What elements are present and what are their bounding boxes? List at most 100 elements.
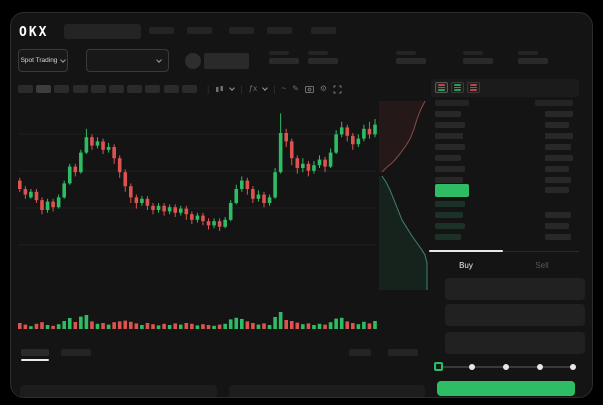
ask-amount <box>545 177 571 183</box>
tab-buy[interactable]: Buy <box>459 261 473 270</box>
volume-bar <box>140 325 144 329</box>
pair-selector-dropdown[interactable] <box>86 49 169 72</box>
volume-bar <box>362 321 366 329</box>
candle-up <box>228 203 233 220</box>
volume-bar <box>240 319 244 329</box>
chart-tools-row: | | ƒx | ~ ✎ ⚙ <box>207 83 342 95</box>
bottom-action-button-2[interactable] <box>388 349 418 356</box>
divider: | <box>207 84 210 94</box>
slider-stop-1[interactable] <box>469 364 475 370</box>
chart-type-icon[interactable] <box>215 85 224 94</box>
timeframe-button-3[interactable] <box>54 85 70 93</box>
ask-amount <box>545 144 571 150</box>
coin-avatar <box>185 53 201 69</box>
ask-price[interactable] <box>435 177 463 183</box>
amount-slider-handle[interactable] <box>434 362 443 371</box>
bid-price[interactable] <box>435 201 465 207</box>
bid-price[interactable] <box>435 212 463 218</box>
orderbook-combined-icon[interactable] <box>435 82 448 93</box>
candle-down <box>190 214 194 220</box>
search-input[interactable] <box>64 24 141 39</box>
candle-up <box>140 198 144 203</box>
bottom-action-button-1[interactable] <box>349 349 371 356</box>
candlestick-chart[interactable] <box>18 101 430 292</box>
timeframe-button-5[interactable] <box>90 85 106 93</box>
volume-bar <box>212 325 216 329</box>
last-price-badge[interactable] <box>435 184 469 197</box>
bid-price[interactable] <box>435 223 465 229</box>
candle-up <box>273 172 277 198</box>
wave-icon[interactable]: ~ <box>281 84 287 93</box>
chevron-down-icon <box>60 56 67 63</box>
orderbook-asks-icon[interactable] <box>467 82 480 93</box>
timeframe-button-9[interactable] <box>163 85 179 93</box>
candle-down <box>323 159 327 167</box>
volume-bar <box>356 324 361 329</box>
chevron-down-icon[interactable] <box>262 85 268 91</box>
slider-stop-4[interactable] <box>570 364 576 370</box>
ask-price[interactable] <box>435 111 461 117</box>
stat-label-5 <box>518 51 538 55</box>
timeframe-button-6[interactable] <box>109 85 124 93</box>
chevron-down-icon[interactable] <box>229 85 236 91</box>
settings-icon[interactable]: ⚙ <box>319 84 328 93</box>
tab-sell[interactable]: Sell <box>535 261 549 270</box>
ask-price[interactable] <box>435 144 465 150</box>
camera-icon[interactable] <box>304 85 314 93</box>
nav-item-2[interactable] <box>187 27 212 34</box>
candle-down <box>162 205 166 212</box>
volume-bar <box>23 324 28 329</box>
volume-bar <box>367 323 372 329</box>
bottom-tab-active-indicator <box>21 359 49 361</box>
slider-stop-2[interactable] <box>503 364 509 370</box>
draw-icon[interactable]: ✎ <box>292 84 299 93</box>
volume-bar <box>190 323 194 329</box>
timeframe-button-8[interactable] <box>145 85 161 93</box>
ask-price[interactable] <box>435 166 465 172</box>
nav-item-1[interactable] <box>149 27 174 34</box>
trade-tabs-divider <box>429 251 579 252</box>
stat-label-3 <box>396 51 416 55</box>
candle-up <box>339 127 344 135</box>
candle-down <box>351 135 355 145</box>
bottom-tab-2[interactable] <box>61 349 91 356</box>
icon-row <box>470 86 477 89</box>
volume-bar <box>62 321 66 329</box>
candle-down <box>51 201 55 208</box>
ask-price[interactable] <box>435 122 465 128</box>
candle-down <box>284 133 288 142</box>
volume-bar <box>256 324 261 329</box>
nav-item-3[interactable] <box>229 27 254 34</box>
nav-item-5[interactable] <box>311 27 336 34</box>
buy-submit-button[interactable] <box>437 381 575 396</box>
orderbook-bids-icon[interactable] <box>451 82 464 93</box>
stat-label-4 <box>463 51 483 55</box>
timeframe-button-1[interactable] <box>18 85 33 93</box>
indicators-icon[interactable]: ƒx <box>248 84 258 93</box>
icon-row <box>438 89 445 91</box>
amount-input[interactable] <box>445 304 585 326</box>
market-type-dropdown[interactable]: Spot Trading <box>18 49 68 72</box>
volume-bar <box>117 321 122 329</box>
timeframe-button-4[interactable] <box>72 85 88 93</box>
bottom-tab-1[interactable] <box>21 349 49 356</box>
bid-price[interactable] <box>435 234 461 240</box>
candle-up <box>79 152 83 173</box>
fullscreen-icon[interactable] <box>333 85 342 94</box>
timeframe-button-2[interactable] <box>36 85 52 93</box>
timeframe-button-7[interactable] <box>127 85 143 93</box>
icon-row <box>454 86 461 89</box>
ask-amount <box>545 166 569 172</box>
ask-price[interactable] <box>435 155 461 161</box>
timeframe-button-10[interactable] <box>181 85 197 93</box>
total-input[interactable] <box>445 332 585 354</box>
price-input[interactable] <box>445 278 585 300</box>
slider-stop-3[interactable] <box>537 364 543 370</box>
volume-bar <box>79 316 83 329</box>
volume-bar <box>334 318 338 329</box>
candle-down <box>134 197 139 203</box>
bottom-panel-left <box>20 385 217 397</box>
nav-item-4[interactable] <box>267 27 292 34</box>
ask-price[interactable] <box>435 133 463 139</box>
volume-bar <box>339 317 344 329</box>
